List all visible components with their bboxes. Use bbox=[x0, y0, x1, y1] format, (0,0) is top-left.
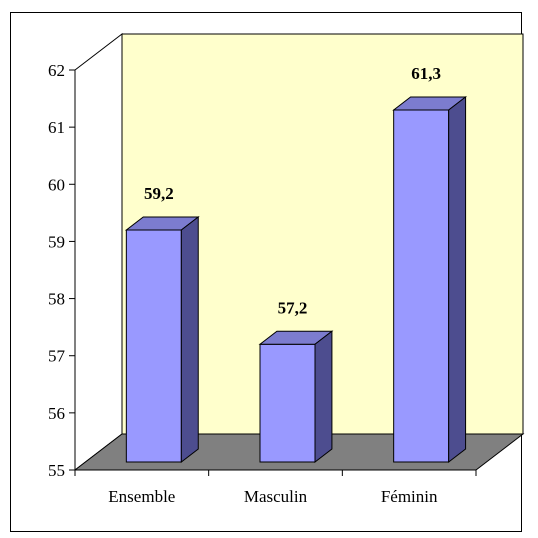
data-label: 59,2 bbox=[144, 184, 174, 203]
bar-front bbox=[259, 343, 316, 463]
data-label: 61,3 bbox=[411, 64, 441, 83]
bars bbox=[124, 95, 468, 464]
category-label: Ensemble bbox=[108, 487, 175, 506]
bar-front bbox=[393, 109, 450, 463]
bar bbox=[124, 215, 200, 464]
bar bbox=[258, 330, 334, 464]
y-tick-label: 62 bbox=[48, 61, 65, 80]
category-label: Féminin bbox=[381, 487, 438, 506]
bar-side bbox=[314, 330, 333, 464]
y-tick-label: 58 bbox=[48, 290, 65, 309]
y-tick-label: 56 bbox=[48, 404, 65, 423]
y-tick-label: 60 bbox=[48, 175, 65, 194]
data-label: 57,2 bbox=[278, 298, 308, 317]
category-label: Masculin bbox=[244, 487, 308, 506]
y-tick-label: 57 bbox=[48, 347, 66, 366]
bar-side bbox=[180, 215, 199, 464]
y-tick-label: 61 bbox=[48, 118, 65, 137]
bar bbox=[392, 95, 468, 464]
y-axis: 55 56 57 58 59 60 61 62 bbox=[48, 61, 477, 480]
labels: 59,2 Ensemble 57,2 Masculin 61,3 Féminin bbox=[108, 64, 441, 506]
y-tick-label: 59 bbox=[48, 232, 65, 251]
y-tick-label: 55 bbox=[48, 461, 65, 480]
bar-side bbox=[448, 95, 467, 464]
side-wall bbox=[74, 32, 123, 472]
bar-front bbox=[125, 229, 182, 463]
